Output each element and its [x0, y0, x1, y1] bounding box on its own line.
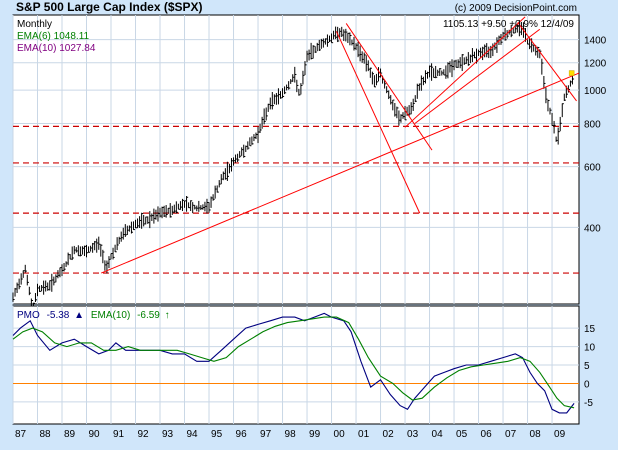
x-tick-04: 04 — [432, 429, 444, 440]
legend-ema6: EMA(6) 1048.11 — [17, 31, 90, 42]
pmo-line-pmo — [12, 312, 575, 414]
last-price-marker-0 — [568, 70, 575, 76]
price-series — [12, 20, 575, 311]
price-y-tick-1200: 1200 — [584, 59, 607, 70]
pmo-y-tick-10: 10 — [584, 343, 596, 354]
x-axis-tick-labels: 87 88 89 90 91 92 93 94 95 96 97 98 99 00 01 02 03 04 05 06… — [15, 429, 566, 440]
pmo-legend: PMO -5.38 ▲ EMA(10) -6.59 ↑ — [17, 310, 170, 321]
pmo-ema-legend-label: EMA(10) — [91, 310, 130, 321]
chart-title: S&P 500 Large Cap Index ($SPX) — [16, 0, 203, 14]
pmo-y-tick-5: 5 — [584, 361, 590, 372]
price-panel: 400 600 800 1000 1200 1400 S&P 500 Large Cap … — [12, 0, 607, 311]
pmo-line-ema-10- — [12, 316, 575, 409]
x-tick-97: 97 — [260, 429, 272, 440]
x-tick-03: 03 — [407, 429, 419, 440]
x-tick-91: 91 — [113, 429, 125, 440]
pmo-panel: -5 0 5 10 15 PMO -5.38 ▲ EMA(10) -6.59 ↑ — [12, 305, 596, 425]
pmo-y-tick-15: 15 — [584, 324, 596, 335]
pmo-ema-legend-value: -6.59 — [137, 310, 160, 321]
last-quote: 1105.13 +9.50 +0.9% 12/4/09 — [443, 19, 574, 30]
x-tick-99: 99 — [309, 429, 321, 440]
x-tick-87: 87 — [15, 429, 27, 440]
trendline-5 — [517, 22, 577, 102]
marker-layer — [568, 70, 575, 76]
x-tick-08: 08 — [530, 429, 542, 440]
pmo-legend-label: PMO — [17, 310, 40, 321]
x-tick-90: 90 — [89, 429, 101, 440]
x-tick-05: 05 — [456, 429, 468, 440]
pmo-y-tick--5: -5 — [584, 398, 593, 409]
legend-ema10: EMA(10) 1027.84 — [17, 43, 96, 54]
x-tick-00: 00 — [334, 429, 346, 440]
chart-credit: (c) 2009 DecisionPoint.com — [455, 3, 577, 14]
price-y-tick-labels: 400 600 800 1000 1200 1400 — [584, 36, 607, 235]
price-grid — [12, 15, 579, 304]
trendline-4 — [414, 28, 541, 124]
price-y-tick-1400: 1400 — [584, 36, 607, 47]
pmo-legend-value: -5.38 — [47, 310, 70, 321]
trendline-0 — [101, 72, 580, 274]
price-plot-area — [12, 14, 580, 305]
trendline-3 — [404, 16, 526, 128]
x-tick-92: 92 — [138, 429, 150, 440]
x-tick-06: 06 — [481, 429, 493, 440]
pmo-y-tick-0: 0 — [584, 379, 590, 390]
trendlines — [101, 16, 580, 274]
x-tick-07: 07 — [505, 429, 517, 440]
x-tick-89: 89 — [64, 429, 76, 440]
price-y-tick-600: 600 — [584, 163, 601, 174]
pmo-y-tick-labels: -5 0 5 10 15 — [584, 324, 596, 409]
trendline-2 — [345, 23, 433, 151]
price-y-tick-800: 800 — [584, 120, 601, 131]
x-tick-98: 98 — [285, 429, 297, 440]
x-tick-09: 09 — [554, 429, 566, 440]
x-tick-88: 88 — [40, 429, 52, 440]
pmo-series — [12, 312, 575, 414]
x-tick-02: 02 — [383, 429, 395, 440]
trendline-1 — [335, 31, 421, 214]
period-label: Monthly — [17, 19, 52, 30]
price-y-tick-400: 400 — [584, 223, 601, 234]
pmo-legend-arrow: ▲ — [74, 310, 84, 321]
x-tick-95: 95 — [211, 429, 223, 440]
x-tick-94: 94 — [187, 429, 199, 440]
x-tick-96: 96 — [236, 429, 248, 440]
price-y-tick-1000: 1000 — [584, 86, 607, 97]
x-tick-93: 93 — [162, 429, 174, 440]
x-tick-01: 01 — [358, 429, 370, 440]
pmo-ema-legend-arrow: ↑ — [165, 310, 170, 321]
support-levels — [13, 125, 579, 274]
